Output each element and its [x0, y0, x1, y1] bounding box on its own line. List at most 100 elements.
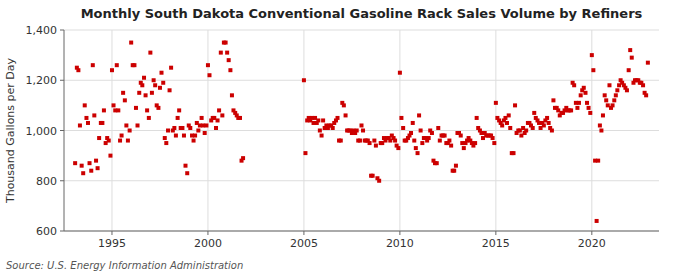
data-point — [124, 123, 128, 127]
data-point — [611, 103, 615, 107]
data-point — [492, 141, 496, 145]
data-point — [145, 108, 149, 112]
data-point — [185, 171, 189, 175]
data-point — [630, 56, 634, 60]
data-point — [512, 151, 516, 155]
data-point — [134, 106, 138, 110]
data-point — [321, 118, 325, 122]
x-grid-line — [111, 30, 112, 231]
data-point — [220, 113, 224, 117]
y-grid-line — [64, 231, 659, 232]
y-grid-line — [64, 180, 659, 181]
data-point — [355, 129, 359, 133]
data-point — [228, 68, 232, 72]
x-tick — [399, 231, 400, 235]
data-point — [161, 81, 165, 85]
chart-svg: Monthly South Dakota Conventional Gasoli… — [0, 0, 675, 275]
data-point — [599, 129, 603, 133]
data-point — [550, 129, 554, 133]
data-point — [86, 121, 90, 125]
x-grid-line — [495, 30, 496, 231]
data-point — [339, 139, 343, 143]
x-grid-line — [303, 30, 304, 231]
data-point — [192, 139, 196, 143]
data-point — [596, 159, 600, 163]
data-point — [360, 123, 364, 127]
data-point — [94, 159, 98, 163]
data-point — [331, 126, 335, 130]
data-point — [303, 151, 307, 155]
data-point — [107, 139, 111, 143]
data-point — [368, 141, 372, 145]
x-tick-label: 2010 — [386, 237, 414, 250]
data-point — [182, 134, 186, 138]
x-tick — [495, 231, 496, 235]
y-tick-label: 600 — [36, 225, 57, 238]
data-point — [302, 78, 306, 82]
data-point — [585, 101, 589, 105]
data-point — [183, 164, 187, 168]
data-point — [164, 141, 168, 145]
y-tick-label: 1,000 — [26, 125, 58, 138]
data-point — [449, 144, 453, 148]
data-point — [200, 116, 204, 120]
data-point — [409, 131, 413, 135]
data-point — [76, 68, 80, 72]
x-tick — [591, 231, 592, 235]
data-point — [427, 136, 431, 140]
data-point — [80, 164, 84, 168]
data-point — [176, 116, 180, 120]
data-point — [454, 164, 458, 168]
data-point — [174, 134, 178, 138]
x-tick-label: 2015 — [482, 237, 510, 250]
data-point — [78, 123, 82, 127]
data-point — [587, 106, 591, 110]
data-point — [115, 63, 119, 67]
chart-container: Monthly South Dakota Conventional Gasoli… — [0, 0, 675, 275]
data-point — [614, 93, 618, 97]
data-point — [100, 121, 104, 125]
data-point — [108, 154, 112, 158]
data-point — [358, 139, 362, 143]
data-point — [316, 118, 320, 122]
data-point — [551, 98, 555, 102]
data-point — [147, 116, 151, 120]
data-point — [399, 116, 403, 120]
data-point — [491, 136, 495, 140]
data-point — [137, 91, 141, 95]
data-point — [419, 129, 423, 133]
axes: 6008001,0001,2001,4001995200020052010201… — [26, 24, 660, 250]
data-point — [168, 88, 172, 92]
data-point — [414, 146, 418, 150]
data-point — [416, 151, 420, 155]
data-point — [204, 123, 208, 127]
y-grid-line — [64, 30, 659, 31]
data-point — [118, 139, 122, 143]
data-point — [238, 116, 242, 120]
data-point — [225, 51, 229, 55]
data-point — [102, 108, 106, 112]
data-point — [615, 88, 619, 92]
data-point — [377, 179, 381, 183]
y-tick — [60, 130, 64, 131]
data-point — [148, 51, 152, 55]
data-point — [160, 71, 164, 75]
data-point — [475, 116, 479, 120]
data-point — [436, 126, 440, 130]
data-point — [89, 169, 93, 173]
data-point — [524, 129, 528, 133]
data-point — [627, 68, 631, 72]
data-point — [217, 108, 221, 112]
data-point — [193, 134, 197, 138]
data-point — [227, 58, 231, 62]
data-point — [500, 123, 504, 127]
data-point — [591, 68, 595, 72]
data-point — [601, 113, 605, 117]
data-point — [607, 83, 611, 87]
data-point — [505, 121, 509, 125]
data-point — [579, 93, 583, 97]
data-point — [545, 116, 549, 120]
data-point — [344, 113, 348, 117]
y-tick — [60, 30, 64, 31]
x-grid-line — [207, 30, 208, 231]
